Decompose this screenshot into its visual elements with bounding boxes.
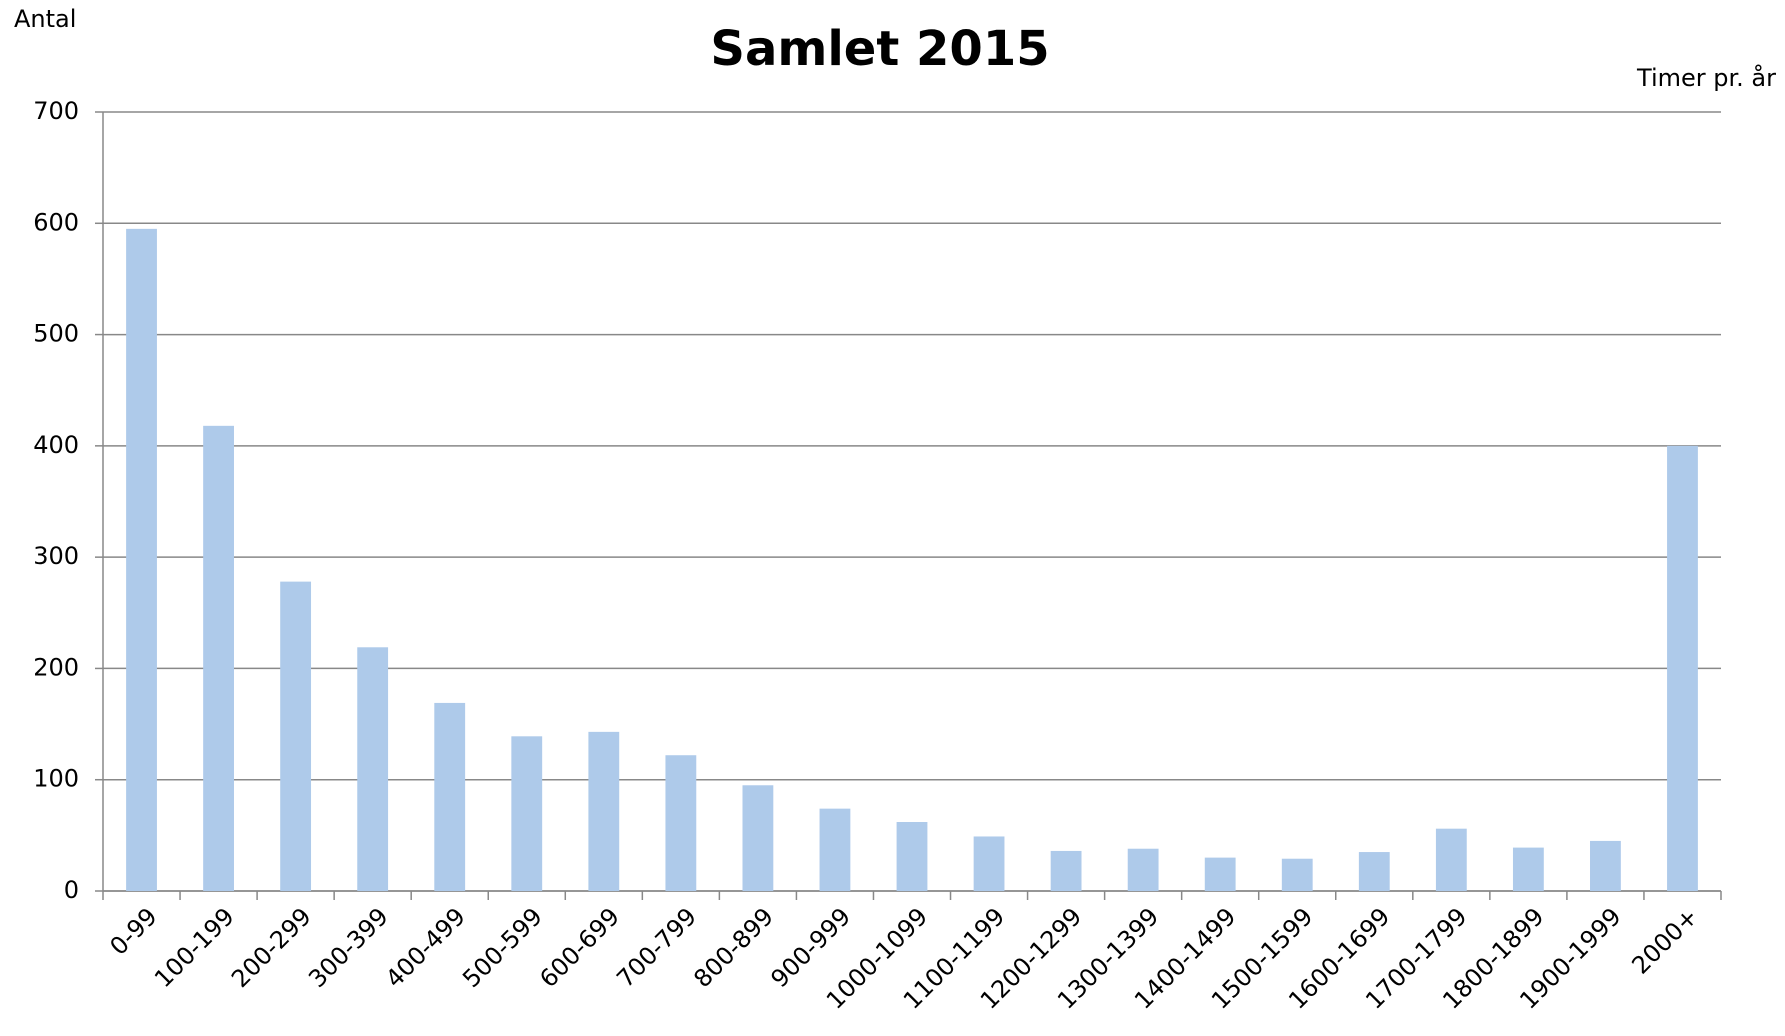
x-tick-label: 100-199 bbox=[149, 902, 240, 993]
bar bbox=[511, 736, 543, 891]
bar bbox=[1590, 840, 1621, 891]
y-tick-label: 300 bbox=[33, 542, 79, 570]
y-tick-label: 400 bbox=[33, 431, 79, 459]
bar bbox=[1281, 858, 1313, 891]
bar bbox=[126, 228, 157, 892]
bar bbox=[588, 731, 620, 891]
y-tick-label: 0 bbox=[64, 876, 79, 904]
y-tick-label: 600 bbox=[33, 208, 79, 236]
bar bbox=[1667, 445, 1698, 891]
bar bbox=[1127, 848, 1159, 891]
x-axis-label: Timer pr. år bbox=[1636, 63, 1776, 92]
x-tick-label: 800-899 bbox=[688, 902, 779, 993]
x-tick-label: 700-799 bbox=[611, 902, 702, 993]
chart-title: Samlet 2015 bbox=[710, 21, 1049, 77]
bar bbox=[1512, 847, 1544, 891]
bar bbox=[1358, 852, 1390, 891]
y-tick-label: 200 bbox=[33, 653, 79, 681]
x-tick-label: 400-499 bbox=[380, 902, 471, 993]
bar bbox=[203, 425, 234, 891]
bar bbox=[434, 702, 466, 891]
x-tick-label: 300-399 bbox=[303, 902, 394, 993]
bar bbox=[1435, 828, 1467, 891]
bar bbox=[973, 836, 1005, 891]
bar bbox=[742, 785, 774, 891]
bar bbox=[896, 822, 928, 891]
x-tick-label: 2000+ bbox=[1626, 902, 1703, 979]
x-tick-label: 0-99 bbox=[104, 902, 162, 960]
x-tick-label: 500-599 bbox=[457, 902, 548, 993]
y-tick-label: 700 bbox=[33, 97, 79, 125]
bar bbox=[280, 581, 312, 891]
bar bbox=[665, 755, 697, 891]
bar bbox=[357, 647, 389, 891]
bar bbox=[1204, 857, 1236, 891]
y-axis-label: Antal bbox=[14, 5, 76, 33]
bar bbox=[819, 808, 851, 891]
y-tick-label: 100 bbox=[33, 765, 79, 793]
y-tick-label: 500 bbox=[33, 320, 79, 348]
bar bbox=[1050, 850, 1082, 891]
x-tick-label: 600-699 bbox=[534, 902, 625, 993]
x-tick-label: 200-299 bbox=[226, 902, 317, 993]
